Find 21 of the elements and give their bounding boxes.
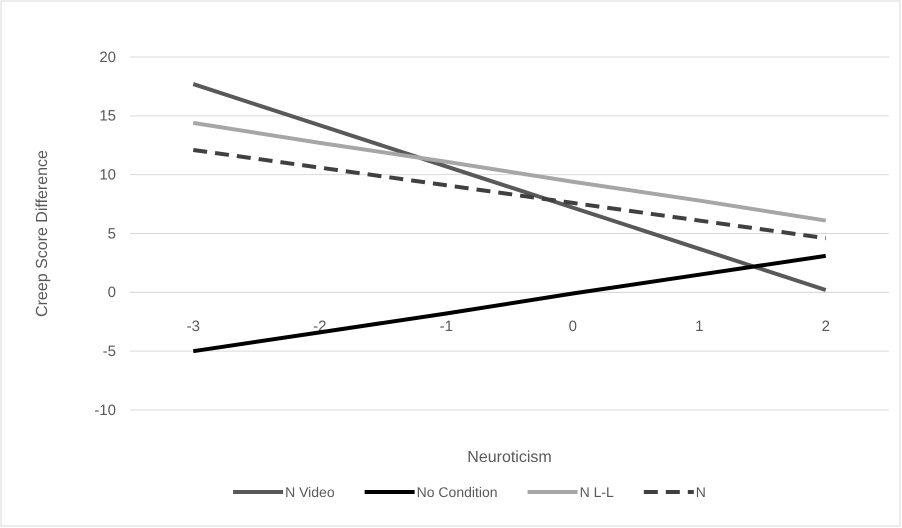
y-tick-label: 0: [108, 284, 116, 302]
legend-label: N L-L: [580, 484, 614, 500]
legend-label: N: [696, 484, 706, 500]
line-series: [191, 120, 828, 223]
legend-label: No Condition: [416, 484, 498, 500]
y-tick-label: 5: [108, 225, 116, 242]
x-tick-label: 1: [695, 318, 704, 335]
y-tick-label: 20: [99, 48, 116, 66]
line-series: [191, 82, 828, 292]
y-tick-label: -5: [102, 342, 116, 360]
x-tick-label: 2: [822, 318, 830, 335]
legend-label: N Video: [285, 484, 335, 500]
x-tick-label: -1: [440, 318, 453, 335]
x-axis-title: Neuroticism: [467, 449, 552, 466]
line-series: [191, 148, 828, 240]
x-tick-label: 0: [568, 318, 577, 335]
y-tick-label: -10: [94, 402, 116, 419]
y-tick-label: 10: [99, 166, 116, 184]
y-axis-title: Creep Score Difference: [34, 150, 51, 317]
x-tick-label: -3: [186, 318, 200, 335]
y-tick-label: 15: [99, 108, 116, 125]
